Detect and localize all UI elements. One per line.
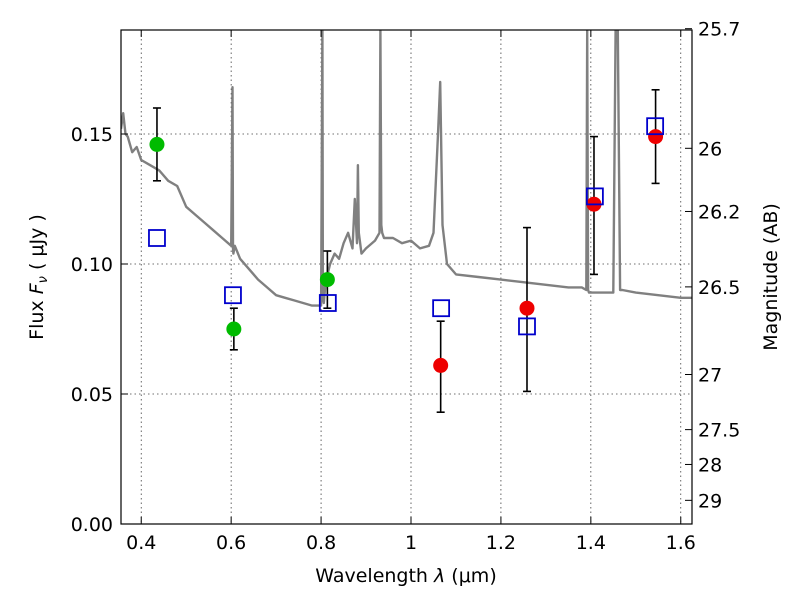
x-tick-label: 0.6 (216, 532, 246, 554)
x-axis: 0.4 0.6 0.8 1 1.2 1.4 1.6 (126, 30, 696, 554)
marker-layer (148, 117, 665, 373)
y-axis-left: 0.00 0.05 0.10 0.15 (71, 124, 128, 536)
model-photometry-point (585, 187, 604, 206)
y-tick-label: 0.15 (71, 124, 113, 146)
y-axis-label: Flux Fν ( μJy ) (26, 214, 51, 340)
y-axis-right: 25.7 26 26.2 26.5 27 27.5 28 29 (685, 19, 740, 512)
y-tick-label: 0.05 (71, 384, 113, 406)
right-tick-label: 26 (698, 138, 722, 160)
model-photometry-point (518, 317, 536, 336)
model-photometry-point (432, 299, 451, 318)
model-photometry-point (646, 117, 665, 136)
y-tick-label: 0.10 (71, 254, 113, 276)
data-point (648, 129, 664, 145)
y-axis-right-label: Magnitude (AB) (760, 203, 782, 351)
model-spectrum-layer (121, 30, 692, 307)
model-photometry-point (148, 229, 166, 247)
right-tick-label: 26.2 (698, 201, 740, 223)
y-tick-label: 0.00 (71, 514, 113, 536)
right-tick-label: 26.5 (698, 277, 740, 299)
model-spectrum-line (121, 30, 692, 307)
data-point (319, 272, 335, 288)
data-point (519, 300, 535, 316)
data-point (433, 357, 449, 373)
x-tick-label: 0.8 (306, 532, 336, 554)
model-photometry-point (224, 286, 242, 305)
model-photometry-point (318, 294, 337, 312)
right-tick-label: 29 (698, 490, 722, 512)
plot-background (121, 30, 692, 524)
x-tick-label: 1.6 (666, 532, 696, 554)
x-tick-label: 1.2 (486, 532, 516, 554)
x-tick-label: 1.4 (576, 532, 606, 554)
x-tick-label: 0.4 (126, 532, 156, 554)
data-point (226, 321, 242, 337)
data-point (149, 136, 165, 152)
right-tick-label: 27 (698, 365, 722, 387)
x-tick-label: 1 (405, 532, 417, 554)
right-tick-label: 28 (698, 454, 722, 476)
plot-frame (120, 29, 693, 525)
right-tick-label: 27.5 (698, 420, 740, 442)
right-tick-label: 25.7 (698, 19, 740, 41)
x-axis-label: Wavelength λ (μm) (315, 565, 496, 587)
